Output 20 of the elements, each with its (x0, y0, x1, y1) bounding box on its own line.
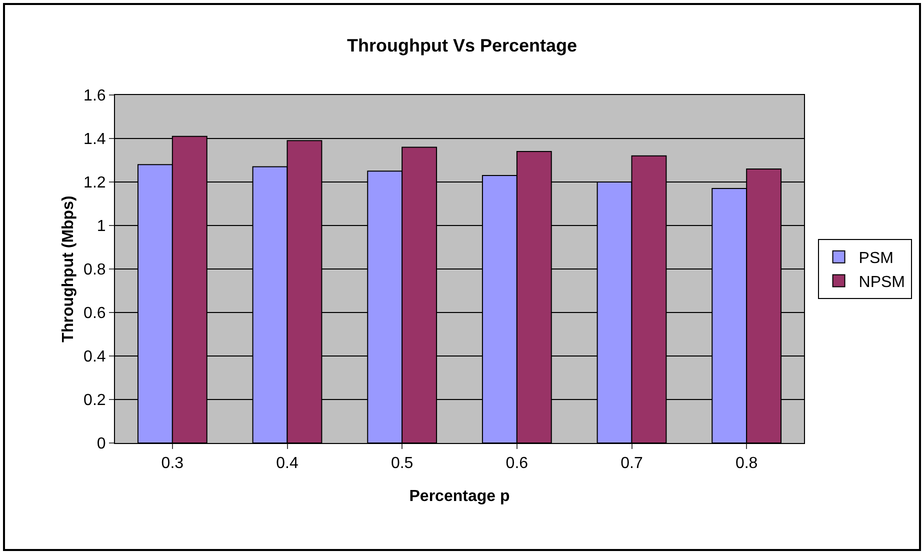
legend-label: PSM (858, 250, 894, 268)
x-tick-label: 0.7 (620, 455, 643, 472)
y-tick-label: 0 (96, 436, 106, 453)
y-tick-label: 0.2 (84, 392, 106, 410)
y-axis-title: Throughput (Mbps) (60, 196, 77, 342)
chart-title: Throughput Vs Percentage (346, 35, 578, 56)
y-tick-label: 0.8 (84, 262, 106, 279)
x-tick-label: 0.8 (735, 455, 758, 472)
x-tick-label: 0.4 (276, 455, 298, 472)
y-tick-label: 1.4 (84, 131, 106, 148)
x-tick-label: 0.3 (161, 455, 184, 472)
y-tick-label: 1.2 (84, 174, 106, 192)
x-axis-title: Percentage p (409, 488, 510, 505)
y-tick-label: 1.6 (84, 88, 106, 105)
x-tick-label: 0.6 (506, 455, 528, 472)
x-tick-label: 0.5 (390, 455, 414, 472)
y-tick-label: 1 (96, 218, 106, 236)
y-tick-label: 0.4 (84, 348, 106, 366)
y-tick-label: 0.6 (84, 305, 106, 322)
legend-label: NPSM (858, 274, 906, 291)
